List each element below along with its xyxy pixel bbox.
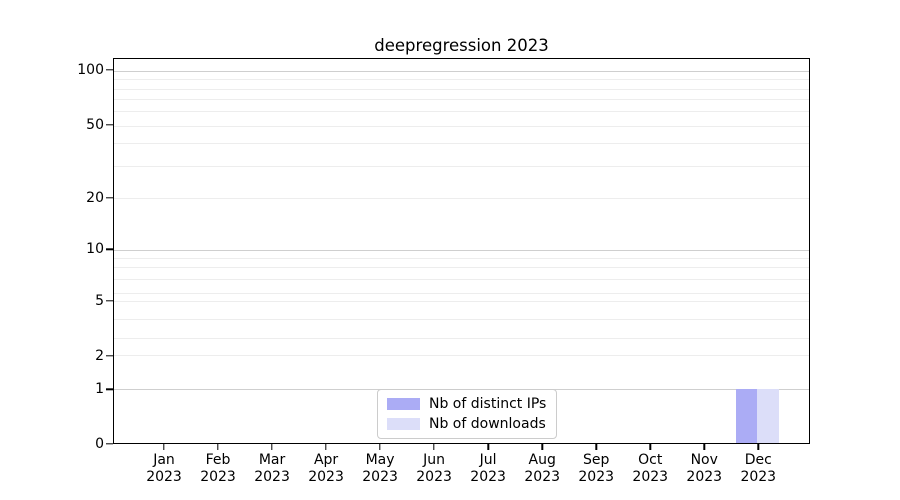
x-tick-mark	[487, 444, 489, 450]
x-tick-year: 2023	[146, 469, 182, 485]
x-tick-label: Apr 2023	[308, 452, 344, 486]
x-tick-year: 2023	[578, 469, 615, 485]
chart-title: deepregression 2023	[374, 36, 549, 55]
x-tick-label: Nov 2023	[686, 452, 722, 486]
x-tick-year: 2023	[362, 469, 398, 485]
x-tick-mark	[271, 444, 273, 450]
x-tick-month: Apr	[313, 452, 339, 468]
y-tick-mark	[106, 355, 113, 357]
x-tick-label: Sep 2023	[578, 452, 614, 486]
x-tick-label: Dec 2023	[740, 452, 776, 486]
x-tick-month: Sep	[583, 452, 610, 468]
x-tick-mark	[325, 444, 327, 450]
y-gridline-minor	[114, 318, 809, 320]
x-tick-month: Jun	[423, 452, 446, 468]
y-gridline-minor	[114, 279, 809, 281]
x-tick-label: Jan 2023	[146, 452, 182, 486]
x-tick-year: 2023	[740, 469, 777, 485]
x-tick-label: Oct 2023	[632, 452, 668, 486]
y-gridline-minor	[114, 125, 809, 127]
y-gridline-minor	[114, 267, 809, 269]
x-tick-year: 2023	[308, 469, 344, 485]
y-gridline-minor	[114, 88, 809, 90]
x-tick-month: May	[365, 452, 395, 468]
x-tick-label: Mar 2023	[254, 452, 290, 486]
y-tick-mark	[106, 443, 113, 445]
x-tick-month: Jul	[479, 452, 497, 468]
x-tick-mark	[595, 444, 597, 450]
y-tick-mark	[106, 124, 113, 126]
y-gridline-minor	[114, 338, 809, 340]
x-tick-month: Nov	[690, 452, 718, 468]
legend-label: Nb of downloads	[429, 416, 546, 432]
x-tick-year: 2023	[416, 469, 452, 485]
y-gridline-minor	[114, 166, 809, 168]
y-axis-tick-labels: 0 1 2 5 10 20 50 100	[20, 58, 104, 452]
y-gridline-minor	[114, 292, 809, 294]
legend: Nb of distinct IPs Nb of downloads	[377, 389, 558, 439]
y-gridline-minor	[114, 79, 809, 81]
x-tick-month: Oct	[638, 452, 663, 468]
x-axis-tick-labels: Jan 2023 Feb 2023 Mar 2023 Apr 2023 May 2023 Jun 20…	[113, 452, 810, 492]
x-tick-year: 2023	[686, 469, 723, 485]
y-axis-tick-marks	[106, 58, 113, 445]
y-tick-label: 50	[86, 117, 104, 133]
plot-area	[113, 58, 810, 444]
x-tick-month: Feb	[205, 452, 231, 468]
y-tick-label: 5	[95, 292, 104, 309]
x-tick-mark	[649, 444, 651, 450]
legend-swatch	[387, 398, 420, 410]
y-tick-label: 20	[86, 190, 104, 206]
x-tick-year: 2023	[632, 469, 669, 485]
y-gridline-minor	[114, 99, 809, 101]
y-tick-label: 10	[86, 241, 104, 258]
bar-distinct-ips	[735, 388, 758, 443]
y-gridline-minor	[114, 143, 809, 145]
x-tick-month: Mar	[258, 452, 286, 468]
legend-entry: Nb of downloads	[387, 416, 546, 432]
y-tick-mark	[106, 248, 113, 251]
y-tick-mark	[106, 197, 113, 199]
y-gridline-minor	[114, 300, 809, 302]
y-tick-label: 1	[95, 381, 104, 398]
y-tick-label: 2	[95, 347, 104, 364]
y-tick-label: 0	[95, 436, 104, 452]
x-tick-label: Jul 2023	[470, 452, 506, 486]
x-tick-mark	[433, 444, 435, 450]
x-tick-month: Jan	[153, 452, 175, 468]
x-tick-label: Feb 2023	[200, 452, 236, 486]
x-tick-label: Aug 2023	[524, 452, 560, 486]
y-tick-label: 100	[77, 62, 104, 78]
x-tick-month: Dec	[744, 452, 772, 468]
x-tick-mark	[217, 444, 219, 450]
y-gridline-major	[114, 70, 809, 72]
y-gridline-minor	[114, 257, 809, 259]
x-tick-mark	[703, 444, 705, 450]
x-tick-label: Jun 2023	[416, 452, 452, 486]
x-tick-mark	[379, 444, 381, 450]
x-tick-year: 2023	[470, 469, 506, 485]
legend-entry: Nb of distinct IPs	[387, 396, 546, 412]
bar-downloads	[757, 388, 779, 443]
legend-swatch	[387, 418, 420, 430]
y-tick-mark	[106, 300, 113, 302]
x-tick-month: Aug	[528, 452, 556, 468]
x-tick-mark	[163, 444, 165, 450]
legend-label: Nb of distinct IPs	[429, 396, 547, 412]
y-tick-mark	[106, 69, 113, 71]
y-gridline-minor	[114, 111, 809, 113]
y-gridline-minor	[114, 198, 809, 200]
y-gridline-minor	[114, 355, 809, 357]
y-tick-mark	[106, 388, 113, 391]
x-axis-tick-marks	[113, 444, 810, 450]
x-tick-year: 2023	[200, 469, 236, 485]
x-tick-mark	[757, 444, 759, 450]
y-gridline-major	[114, 249, 809, 251]
x-tick-year: 2023	[524, 469, 561, 485]
x-tick-label: May 2023	[362, 452, 398, 486]
x-tick-mark	[541, 444, 543, 450]
x-tick-year: 2023	[254, 469, 290, 485]
